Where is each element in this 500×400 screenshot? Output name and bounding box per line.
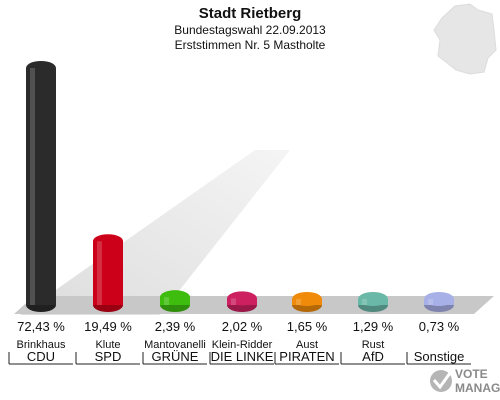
bar-sonstige <box>424 292 454 312</box>
bar-cap <box>160 290 190 305</box>
bar-body <box>93 241 123 305</box>
candidate-label: Aust <box>296 339 318 351</box>
bar-cap <box>26 61 56 75</box>
logo-line2: MANAGER <box>455 381 500 395</box>
value-label: 1,65 % <box>287 319 328 334</box>
party-label: Sonstige <box>414 349 465 364</box>
bar-highlight <box>231 298 236 305</box>
bar-cap <box>292 292 322 306</box>
candidate-label: Klein-Ridder <box>212 339 273 351</box>
chart-title: Stadt Rietberg <box>199 5 302 22</box>
bar-highlight <box>296 299 301 305</box>
candidate-label: Rust <box>362 339 385 351</box>
party-label: CDU <box>27 349 55 364</box>
logo-line1: VOTE <box>455 367 488 381</box>
bar-cap <box>227 291 257 306</box>
bar-afd <box>358 292 388 312</box>
value-label: 2,39 % <box>155 319 196 334</box>
value-label: 1,29 % <box>353 319 394 334</box>
bar-spd <box>93 234 123 312</box>
value-label: 2,02 % <box>222 319 263 334</box>
check-mark-icon <box>432 372 452 390</box>
bar-highlight <box>428 299 433 305</box>
party-label: GRÜNE <box>152 349 199 364</box>
value-label: 0,73 % <box>419 319 460 334</box>
candidate-label: Klute <box>95 339 120 351</box>
party-label: SPD <box>95 349 122 364</box>
chart-subtitle-area: Erststimmen Nr. 5 Mastholte <box>175 38 326 52</box>
party-label: AfD <box>362 349 384 364</box>
bar-grüne <box>160 290 190 312</box>
candidate-label: Mantovanelli <box>144 339 206 351</box>
bar-cdu <box>26 61 56 312</box>
candidate-label: Brinkhaus <box>17 339 66 351</box>
bar-piraten <box>292 292 322 312</box>
votemanager-logo: VOTE MANAGER <box>430 367 500 395</box>
chart-subtitle-date: Bundestagswahl 22.09.2013 <box>174 23 326 37</box>
shadow-band <box>20 150 290 315</box>
bar-highlight <box>164 297 169 305</box>
party-label: DIE LINKE <box>211 349 274 364</box>
bar-cap <box>358 292 388 306</box>
germany-map-icon <box>433 3 497 75</box>
party-label: PIRATEN <box>279 349 334 364</box>
bar-highlight <box>30 68 35 305</box>
bar-highlight <box>97 241 102 305</box>
bar-cap <box>424 292 454 306</box>
bar-die-linke <box>227 291 257 312</box>
bar-cap <box>93 234 123 249</box>
value-label: 72,43 % <box>17 319 65 334</box>
bar-highlight <box>362 299 367 305</box>
bar-body <box>26 68 56 305</box>
bars-group <box>26 61 454 312</box>
value-label: 19,49 % <box>84 319 132 334</box>
